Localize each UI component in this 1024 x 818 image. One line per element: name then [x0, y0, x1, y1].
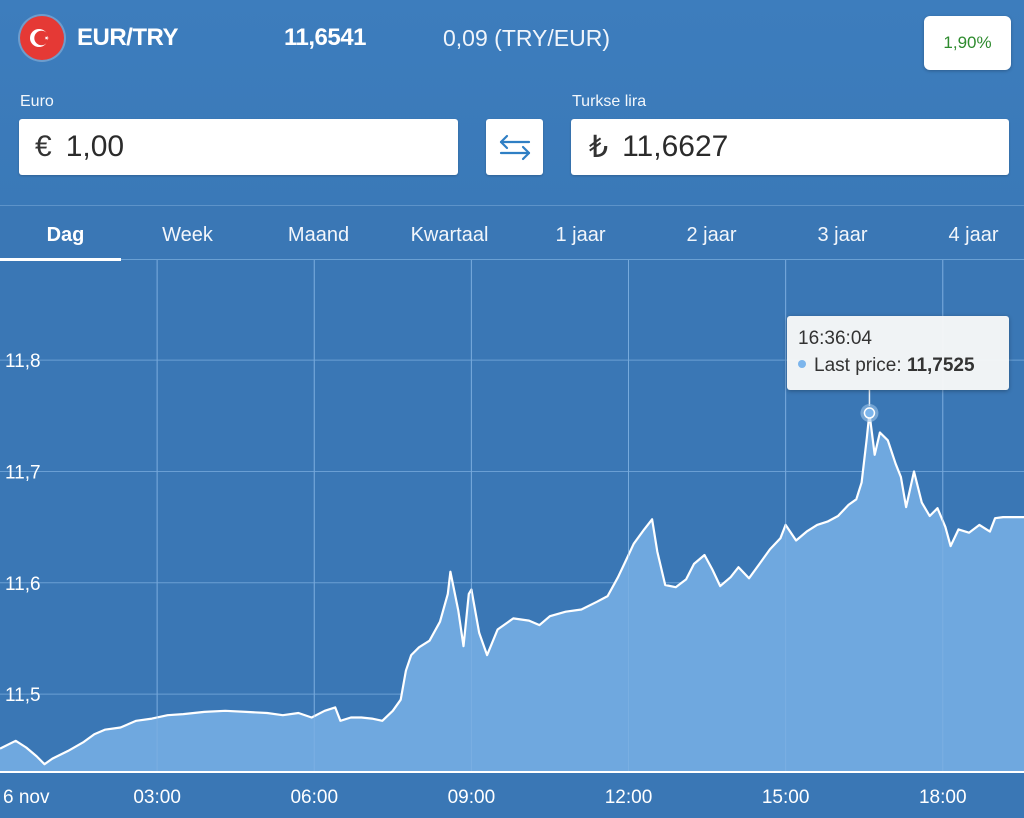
tab-4-jaar[interactable]: 4 jaar	[948, 224, 999, 246]
change-value: 1,90%	[943, 33, 992, 52]
price-tooltip: 16:36:04 Last price: 11,7525	[787, 316, 1009, 390]
euro-symbol: €	[35, 130, 52, 163]
swap-arrows-icon	[499, 134, 530, 161]
swap-currencies-button[interactable]	[486, 119, 543, 175]
x-tick-label: 15:00	[762, 787, 810, 808]
to-amount-value[interactable]: 11,6627	[622, 130, 729, 163]
tab-dag[interactable]: Dag	[0, 206, 131, 261]
x-tick-label: 03:00	[133, 787, 181, 808]
y-tick-label: 11,5	[5, 685, 41, 706]
x-tick-label: 12:00	[605, 787, 653, 808]
to-amount-field[interactable]: ₺ 11,6627	[571, 119, 1009, 175]
change-badge: 1,90%	[924, 16, 1011, 70]
from-amount-field[interactable]: € 1,00	[19, 119, 458, 175]
series-dot-icon	[798, 360, 806, 368]
highlight-point	[863, 407, 876, 419]
x-tick-label: 06:00	[290, 787, 338, 808]
y-tick-label: 11,7	[5, 462, 41, 483]
exchange-rate: 11,6541	[284, 24, 366, 51]
price-area	[0, 413, 1024, 772]
tab-1-jaar[interactable]: 1 jaar	[555, 224, 606, 246]
tooltip-value: 11,7525	[906, 355, 975, 376]
tooltip-label: Last price:	[814, 355, 902, 376]
turkey-flag-icon	[20, 16, 64, 60]
tab-2-jaar[interactable]: 2 jaar	[686, 224, 737, 246]
y-tick-label: 11,8	[5, 351, 41, 372]
tab-3-jaar[interactable]: 3 jaar	[817, 224, 868, 246]
price-chart[interactable]: 11,5 11,6 11,7 11,8 6 nov 03:00 06:00 09:00 12:0…	[0, 260, 1024, 818]
converter-header: EUR/TRY 11,6541 0,09 (TRY/EUR) 1,90% Eur…	[0, 0, 1024, 205]
tab-kwartaal[interactable]: Kwartaal	[410, 224, 489, 246]
x-tick-label: 18:00	[919, 787, 967, 808]
from-amount-value[interactable]: 1,00	[65, 130, 125, 163]
y-tick-label: 11,6	[5, 574, 41, 595]
from-currency-label: Euro	[20, 93, 54, 110]
tab-maand[interactable]: Maand	[287, 224, 350, 246]
to-currency-label: Turkse lira	[572, 93, 647, 110]
tab-week[interactable]: Week	[162, 224, 213, 246]
period-tabs: Dag Week Maand Kwartaal 1 jaar 2 jaar 3 …	[0, 205, 1024, 261]
lira-symbol: ₺	[589, 130, 609, 164]
inverse-rate: 0,09 (TRY/EUR)	[443, 25, 611, 51]
currency-pair: EUR/TRY	[77, 24, 178, 51]
price-line	[0, 411, 1024, 766]
x-tick-label: 09:00	[448, 787, 496, 808]
tooltip-time: 16:36:04	[798, 328, 872, 349]
x-tick-label: 6 nov	[3, 787, 50, 808]
